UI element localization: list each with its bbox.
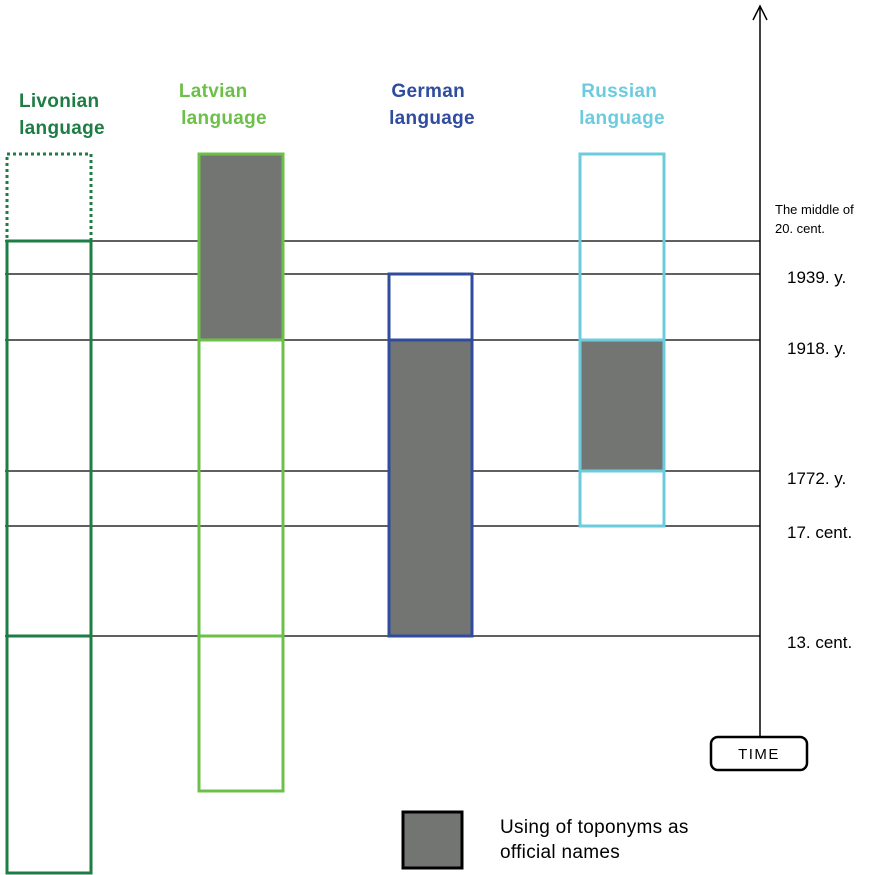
label-1939: 1939. y.: [787, 268, 846, 287]
livonian-title-line1: Livonian: [19, 91, 100, 112]
time-reference-lines: [5, 240, 760, 637]
legend: Using of toponyms as official names: [401, 810, 694, 870]
label-1772: 1772. y.: [787, 469, 846, 488]
livonian-usage-period-lower: [5, 634, 93, 875]
german-title-line2: language: [389, 108, 475, 129]
livonian-title: Livonian language: [19, 91, 105, 139]
latvian-usage-period-middle: [197, 338, 285, 638]
time-label: TIME: [738, 746, 780, 763]
latvian-title: Latvian language: [179, 81, 267, 129]
time-labels: The middle of 20. cent. 1939. y. 1918. y…: [775, 202, 857, 652]
russian-column: [578, 152, 666, 528]
mid-20-cent-label: The middle of 20. cent.: [775, 202, 857, 236]
mid-20-cent-label-line2: 20. cent.: [775, 221, 825, 236]
mid-20-cent-label-line1: The middle of: [775, 202, 854, 217]
legend-label-line1: Using of toponyms as: [500, 817, 689, 838]
time-axis: TIME: [709, 4, 809, 772]
latvian-title-line1: Latvian: [179, 81, 248, 102]
livonian-usage-period-upper: [5, 239, 93, 638]
russian-official-period: [578, 338, 666, 473]
label-1918: 1918. y.: [787, 339, 846, 358]
livonian-column: [5, 152, 93, 875]
legend-label-line2: official names: [500, 842, 620, 863]
german-usage-period: [387, 272, 474, 342]
latvian-title-line2: language: [181, 108, 267, 129]
german-title-line1: German: [391, 81, 465, 102]
russian-usage-period-upper: [578, 152, 666, 342]
german-column: [387, 272, 474, 638]
latvian-usage-period-lower: [197, 634, 285, 793]
german-title: German language: [389, 81, 475, 129]
livonian-title-line2: language: [19, 118, 105, 139]
up-arrow-icon: [752, 4, 768, 21]
label-13-cent: 13. cent.: [787, 633, 852, 652]
legend-swatch: [401, 810, 464, 870]
russian-title-line1: Russian: [581, 81, 657, 102]
latvian-official-period: [197, 152, 285, 342]
russian-usage-period-lower: [578, 469, 666, 528]
livonian-uncertain-period: [5, 152, 93, 243]
german-official-period: [387, 338, 474, 638]
latvian-column: [197, 152, 285, 793]
label-17-cent: 17. cent.: [787, 523, 852, 542]
time-label-box: [709, 735, 809, 772]
russian-title: Russian language: [579, 81, 665, 129]
russian-title-line2: language: [579, 108, 665, 129]
legend-label: Using of toponyms as official names: [500, 817, 694, 863]
